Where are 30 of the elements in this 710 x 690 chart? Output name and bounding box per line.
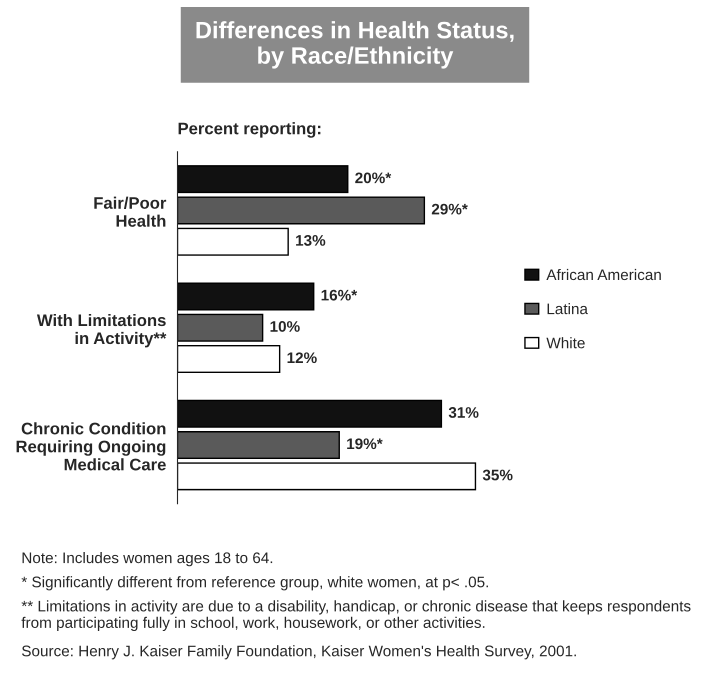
bar (178, 282, 314, 310)
data-label: 29%* (432, 204, 468, 215)
text: ** Limitations in activity are due to a disability, handicap, or chronic disease that keeps respondents from participating fully in school, work, housework, or other activities. (22, 600, 691, 631)
data-label: 16%* (322, 290, 358, 301)
bar (178, 196, 426, 224)
y-tick-label: Chronic Condition Requiring Ongoing Medical Care (16, 422, 166, 470)
legend-label: White (546, 337, 585, 348)
bar (178, 228, 289, 256)
bar (178, 431, 340, 460)
data-label: 12% (288, 352, 317, 364)
data-label: 13% (296, 235, 326, 246)
bar (178, 400, 442, 428)
data-label: 35% (482, 470, 513, 480)
y-tick-label: With Limitations in Activity** (36, 314, 166, 348)
source-note: Source: Henry J. Kaiser Family Foundation, Kaiser Women's Health Survey, 2001. (22, 645, 576, 660)
legend-label: Latina (548, 303, 588, 314)
data-label: 31% (448, 407, 479, 418)
chart-subtitle: Percent reporting: (178, 122, 320, 138)
legend-label: African American (546, 268, 661, 280)
data-label: 10% (270, 321, 300, 332)
bar (178, 314, 264, 342)
bar (178, 462, 476, 490)
bar (178, 345, 280, 374)
text: * Significantly different from reference group, white women, at p< .05. (22, 576, 488, 590)
bar (178, 165, 348, 194)
chart-title: Differences in Health Status, by Race/Ethnicity (196, 21, 514, 69)
data-label: 19%* (347, 438, 383, 450)
y-tick-label: Fair/Poor Health (94, 196, 166, 227)
text: Note: Includes women ages 18 to 64. (22, 552, 272, 566)
data-label: 20%* (355, 172, 392, 184)
